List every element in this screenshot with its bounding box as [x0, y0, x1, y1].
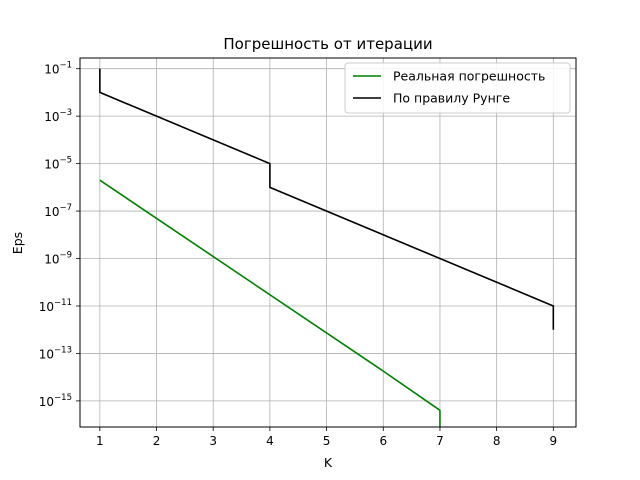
y-axis-label: Eps: [10, 232, 25, 254]
y-tick-label: 10−3: [44, 108, 72, 124]
y-tick-label: 10−11: [39, 298, 72, 314]
y-tick-exponent: −1: [59, 61, 72, 71]
y-tick-exponent: −3: [59, 108, 72, 118]
y-tick-base: 10: [39, 395, 54, 409]
y-tick-base: 10: [39, 347, 54, 361]
y-tick-exponent: −15: [54, 393, 72, 403]
x-tick-label: 9: [550, 434, 558, 448]
x-tick-label: 1: [96, 434, 104, 448]
y-tick-label: 10−9: [44, 251, 72, 267]
y-tick-exponent: −7: [59, 203, 72, 213]
y-tick-base: 10: [44, 205, 59, 219]
y-tick-label: 10−7: [44, 203, 72, 219]
legend-entry: Реальная погрешность: [393, 69, 545, 84]
x-tick-label: 2: [153, 434, 161, 448]
series-line-1: [99, 179, 441, 427]
y-tick-label: 10−15: [39, 393, 72, 409]
x-tick-label: 4: [266, 434, 274, 448]
x-tick-label: 8: [493, 434, 501, 448]
y-tick-exponent: −5: [59, 156, 72, 166]
x-tick-label: 3: [209, 434, 217, 448]
y-tick-label: 10−1: [44, 61, 72, 77]
x-tick-label: 7: [436, 434, 444, 448]
y-tick-base: 10: [44, 63, 59, 77]
legend: Реальная погрешность По правилу Рунге: [344, 62, 571, 114]
y-tick-base: 10: [44, 253, 59, 267]
x-tick-label: 5: [323, 434, 331, 448]
legend-entry: По правилу Рунге: [393, 91, 510, 106]
y-tick-label: 10−5: [44, 156, 72, 172]
series-layer: [99, 68, 555, 427]
y-tick-base: 10: [39, 300, 54, 314]
series-line-2: [99, 68, 555, 330]
chart-title: Погрешность от итерации: [223, 35, 432, 53]
y-tick-exponent: −9: [59, 251, 72, 261]
y-tick-exponent: −11: [54, 298, 72, 308]
y-tick-base: 10: [44, 110, 59, 124]
x-axis: 1 2 3 4 5 6 7 8 9: [96, 427, 557, 448]
x-tick-label: 6: [379, 434, 387, 448]
legend-box: [344, 62, 571, 114]
y-tick-base: 10: [44, 158, 59, 172]
y-tick-exponent: −13: [54, 345, 72, 355]
x-axis-label: K: [324, 455, 333, 470]
plot-frame: [79, 57, 577, 428]
y-tick-label: 10−13: [39, 345, 72, 361]
